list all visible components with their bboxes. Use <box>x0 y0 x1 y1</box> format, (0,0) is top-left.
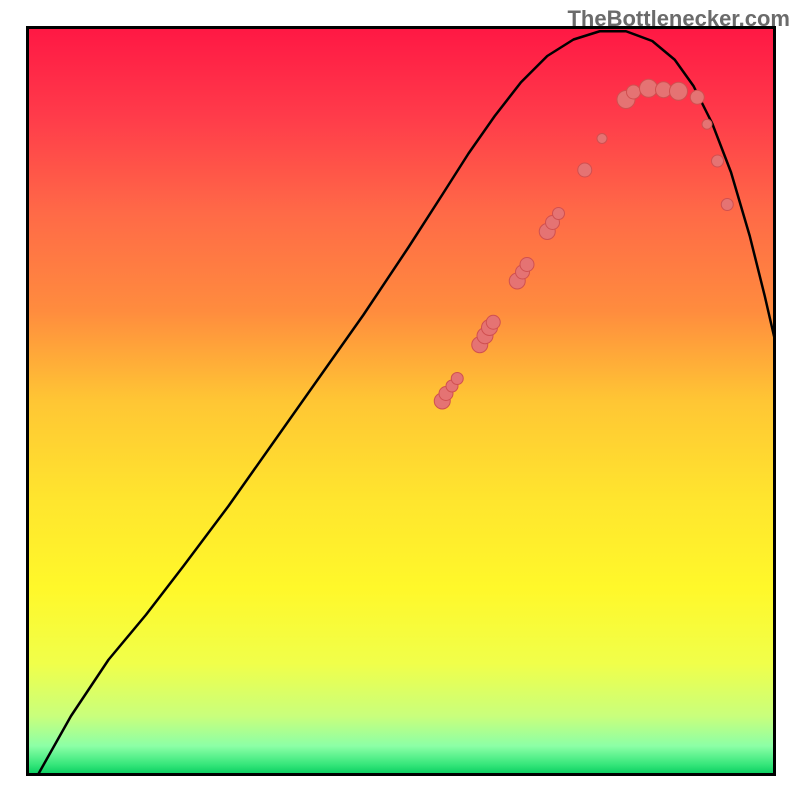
plot-area <box>26 26 776 776</box>
gradient-background <box>26 26 776 776</box>
watermark-text: TheBottlenecker.com <box>567 6 790 32</box>
figure-container: TheBottlenecker.com <box>0 0 800 800</box>
